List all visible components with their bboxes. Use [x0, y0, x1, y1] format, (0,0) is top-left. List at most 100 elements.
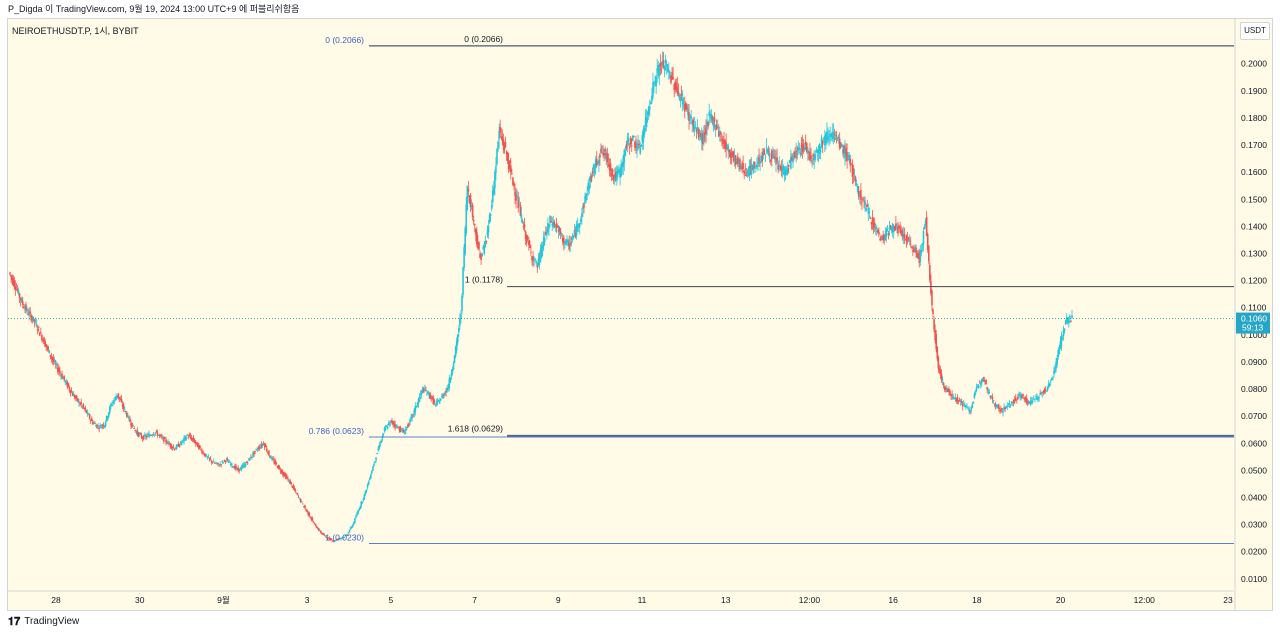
candle-body	[29, 311, 32, 314]
candle-body	[574, 233, 577, 237]
candle-body	[189, 435, 192, 438]
candle-body	[1000, 409, 1002, 412]
candle-body	[90, 418, 93, 422]
candle-body	[528, 240, 530, 246]
chart-frame[interactable]	[7, 18, 1273, 611]
candle-body	[205, 455, 208, 457]
x-tick-label: 13	[721, 595, 731, 605]
candle-body	[219, 464, 221, 465]
candle-body	[387, 422, 390, 425]
candle-body	[904, 239, 907, 241]
candle-body	[703, 131, 705, 144]
candle-body	[592, 164, 595, 170]
candle-body	[236, 468, 238, 470]
candle-body	[895, 223, 897, 227]
candle-body	[529, 244, 531, 248]
candle-body	[372, 466, 374, 472]
candle-body	[1018, 394, 1020, 396]
candle-body	[1001, 408, 1003, 410]
candle-body	[280, 469, 283, 474]
candle-body	[702, 133, 704, 144]
candle-body	[136, 430, 139, 435]
candle-body	[571, 238, 574, 240]
candle-body	[1063, 328, 1066, 332]
candle-body	[430, 398, 433, 400]
candle-body	[577, 226, 580, 228]
candle-body	[622, 156, 625, 168]
candle-body	[477, 242, 479, 249]
candle-body	[1071, 315, 1073, 318]
candle-body	[134, 429, 137, 431]
candle-body	[738, 160, 740, 163]
candle-body	[643, 127, 646, 135]
candle-body	[793, 152, 795, 154]
candle-body	[352, 522, 355, 525]
candle-body	[617, 169, 619, 173]
candle-body	[395, 424, 398, 427]
candle-body	[33, 319, 36, 322]
candle-body	[122, 403, 125, 409]
publish-caption: P_Digda 이 TradingView.com, 9월 19, 2024 1…	[8, 4, 300, 14]
candle-body	[1056, 357, 1058, 365]
candle-body	[947, 388, 949, 392]
candle-body	[75, 395, 77, 399]
candle-body	[435, 402, 438, 406]
candle-body	[914, 250, 916, 253]
candle-body	[1069, 315, 1071, 318]
candle-body	[1060, 336, 1063, 347]
candle-body	[102, 424, 105, 427]
candle-body	[773, 156, 775, 158]
candle-body	[530, 252, 532, 254]
candle-body	[263, 443, 266, 448]
bar-countdown: 59:13	[1242, 323, 1264, 333]
candle-body	[627, 137, 630, 143]
candle-body	[1051, 377, 1053, 381]
candle-body	[117, 393, 120, 398]
symbol-label[interactable]: NEIROETHUSDT.P, 1시, BYBIT	[12, 26, 139, 36]
candle-body	[972, 401, 975, 404]
candle-body	[982, 378, 984, 380]
candle-body	[825, 133, 827, 143]
candle-body	[64, 380, 67, 382]
candle-body	[201, 450, 203, 454]
candle-body	[616, 170, 618, 181]
candle-body	[256, 449, 259, 451]
candle-body	[264, 445, 267, 447]
candle-body	[273, 460, 276, 464]
candle-body	[520, 214, 523, 219]
candle-body	[512, 177, 514, 185]
candle-body	[693, 125, 696, 131]
x-tick-label: 28	[51, 595, 61, 605]
candle-body	[764, 155, 767, 157]
candle-body	[420, 390, 423, 395]
candle-body	[215, 463, 217, 464]
candle-body	[845, 147, 847, 154]
candle-body	[34, 320, 37, 322]
currency-badge[interactable]: USDT	[1240, 22, 1270, 40]
candle-body	[317, 528, 320, 531]
candle-body	[1036, 397, 1038, 401]
candle-body	[17, 290, 20, 295]
candle-body	[862, 199, 864, 201]
candle-body	[925, 216, 928, 236]
candle-body	[376, 452, 378, 455]
candle-body	[1055, 361, 1057, 369]
candle-body	[432, 397, 435, 405]
candle-body	[657, 65, 660, 74]
candle-body	[999, 410, 1001, 411]
candle-body	[112, 402, 114, 403]
candle-body	[1028, 402, 1031, 404]
candle-body	[493, 187, 495, 194]
candle-body	[1049, 380, 1052, 382]
candle-body	[913, 247, 915, 253]
candle-body	[870, 222, 873, 225]
candle-body	[610, 172, 613, 177]
candle-body	[310, 518, 313, 520]
candle-body	[663, 65, 666, 71]
candle-body	[123, 408, 126, 410]
candle-body	[359, 506, 361, 510]
candle-body	[18, 293, 21, 299]
candle-body	[179, 445, 181, 447]
candle-body	[180, 441, 182, 445]
